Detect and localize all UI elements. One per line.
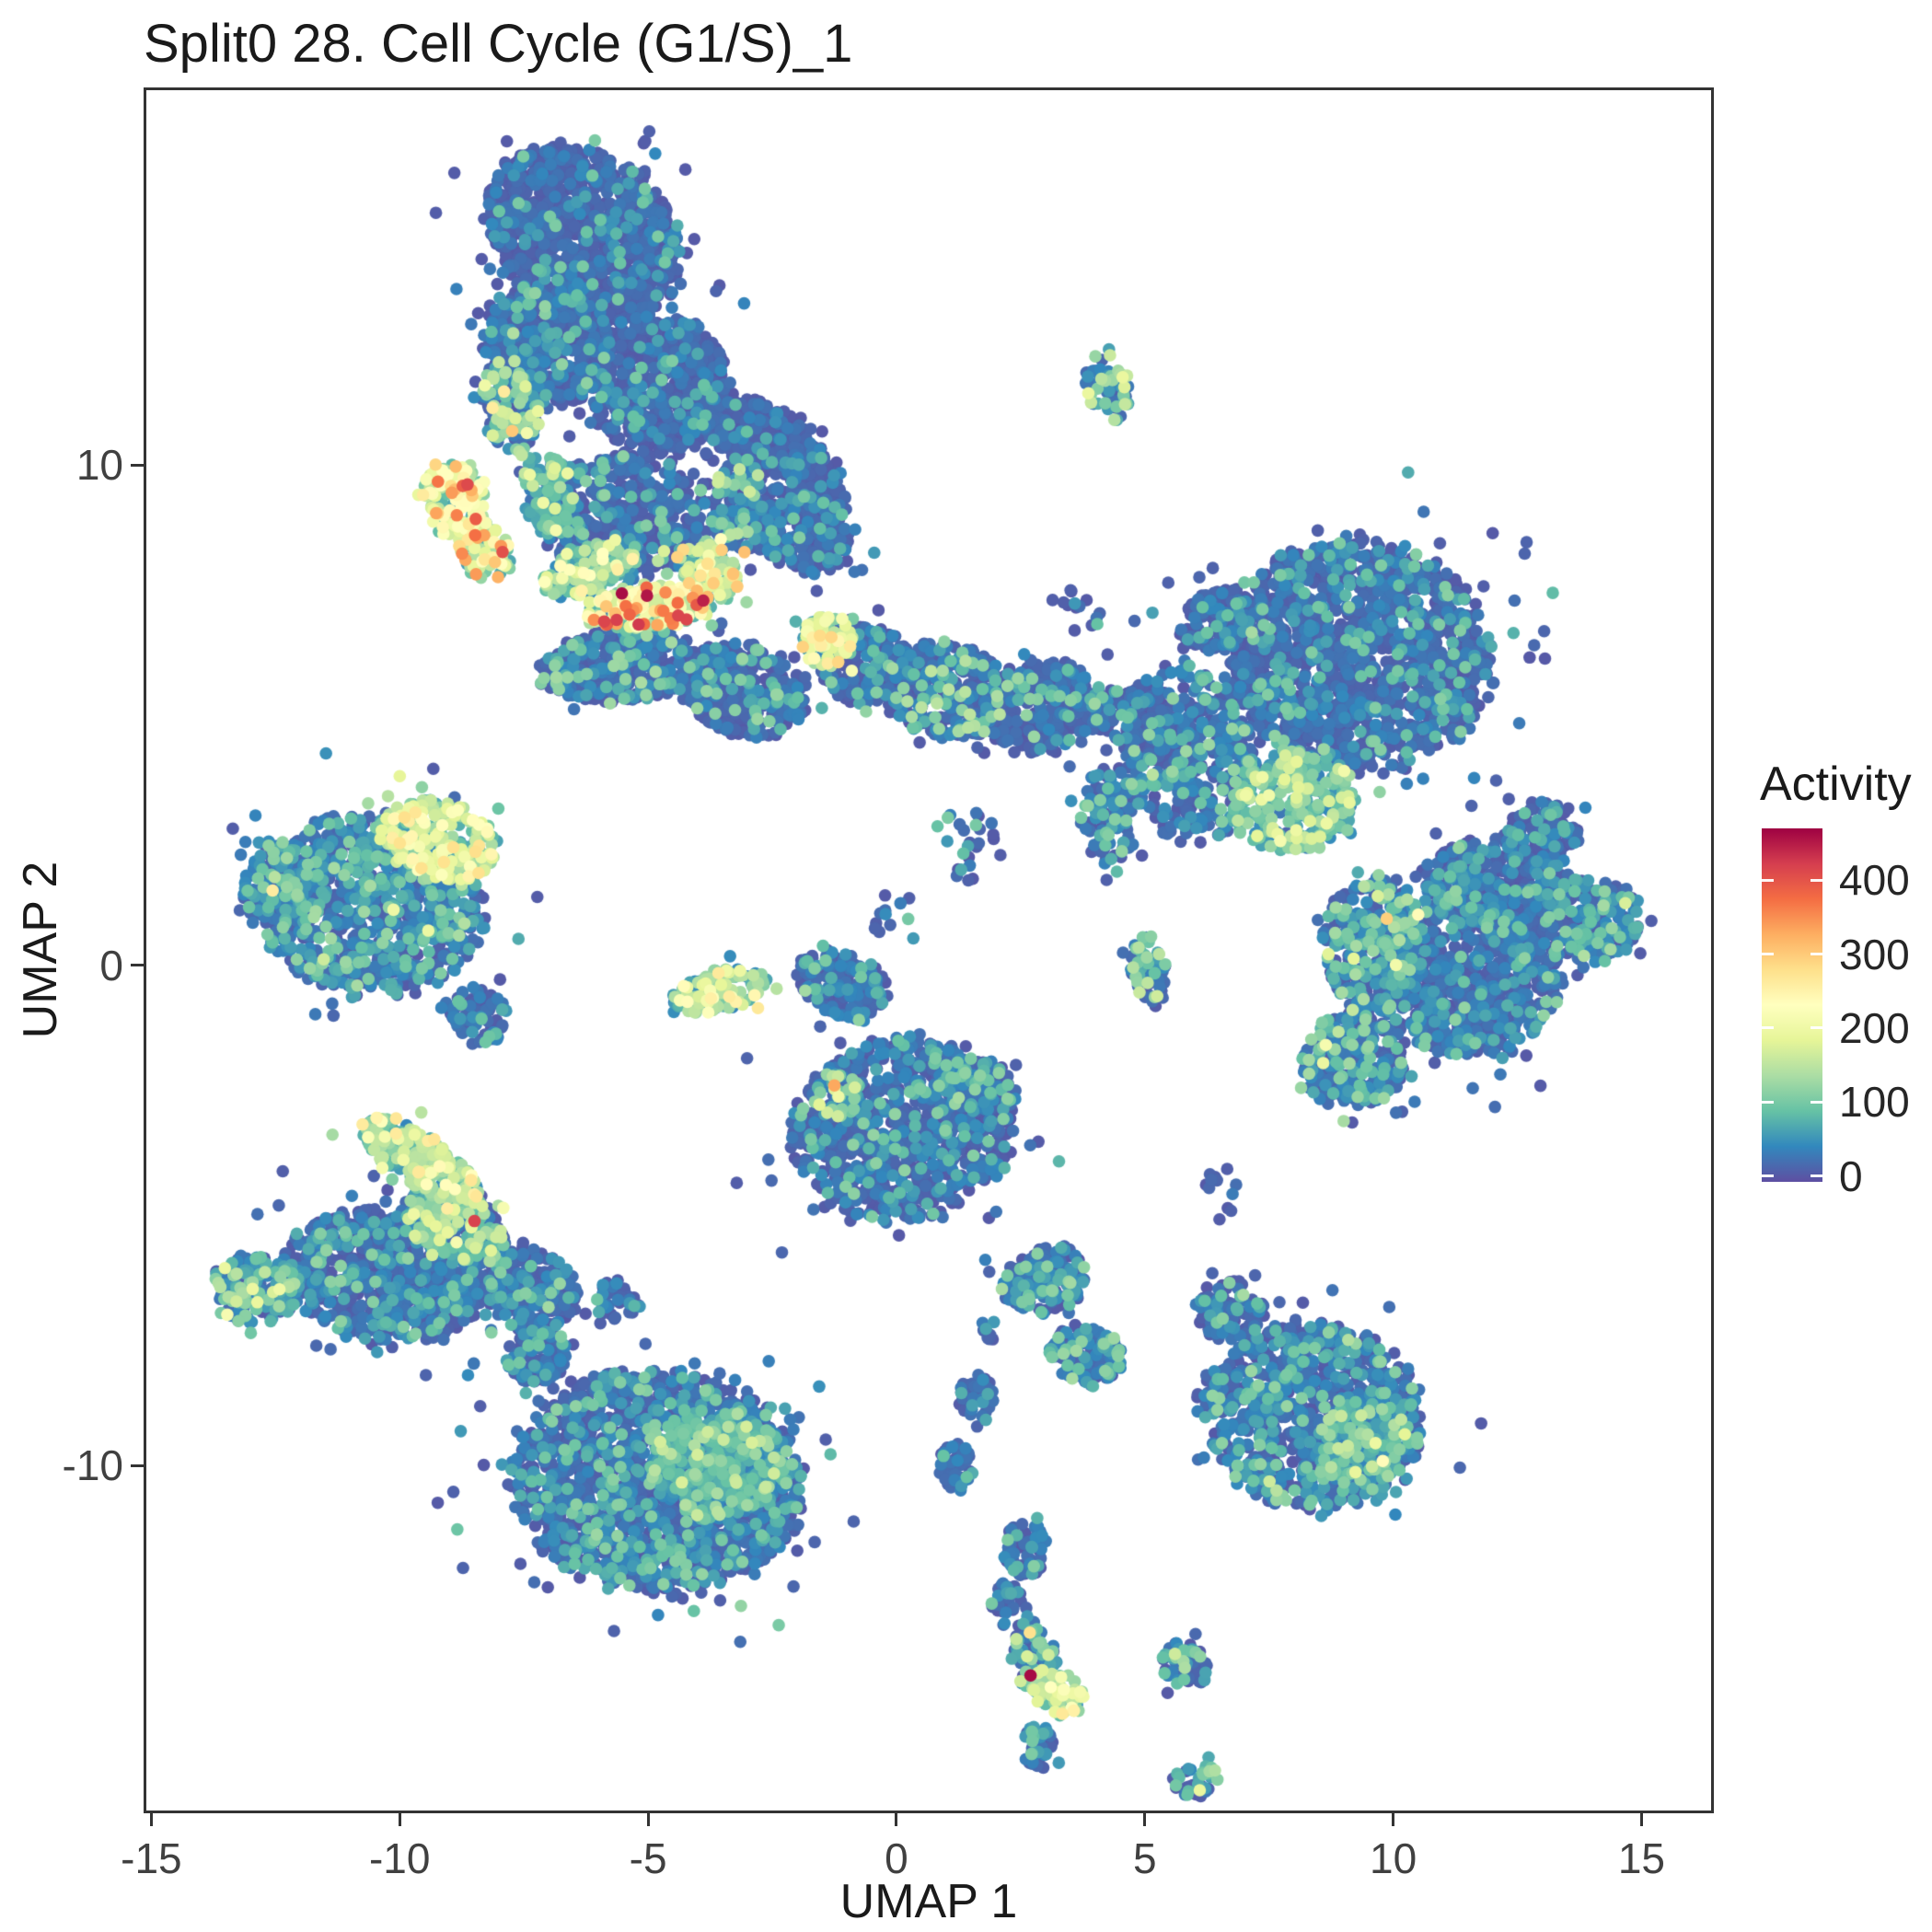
y-tick-mark [131,1463,144,1467]
y-tick-label: -10 [62,1441,123,1490]
x-tick-mark [1143,1813,1147,1826]
x-tick-mark [895,1813,898,1826]
legend-tick-mark [1811,1174,1822,1178]
x-tick-mark [646,1813,650,1826]
legend-tick-mark [1762,953,1774,956]
legend-tick-label: 400 [1839,856,1910,905]
legend-tick-mark [1811,1100,1822,1104]
x-axis-title: UMAP 1 [839,1875,1018,1928]
y-tick-label: 10 [75,441,123,490]
legend-title: Activity [1760,758,1912,811]
legend-tick-mark [1811,953,1822,956]
x-tick-mark [1639,1813,1643,1826]
y-tick-mark [131,463,144,467]
legend-tick-label: 200 [1839,1003,1910,1052]
plot-title: Split0 28. Cell Cycle (G1/S)_1 [144,14,853,74]
x-tick-mark [149,1813,153,1826]
y-axis-title: UMAP 2 [14,861,67,1039]
legend-tick-mark [1811,1026,1822,1030]
y-tick-mark [131,964,144,967]
legend-tick-mark [1762,1026,1774,1030]
legend-tick-label: 300 [1839,930,1910,978]
x-tick-mark [1392,1813,1395,1826]
plot-panel [144,87,1714,1813]
legend-colorbar [1762,828,1822,1182]
umap-scatter-canvas [146,90,1711,1811]
legend: Activity 0 100 200 300 400 [1760,757,1931,1217]
legend-tick-label: 0 [1839,1151,1863,1200]
legend-tick-mark [1762,1174,1774,1178]
legend-tick-mark [1762,1100,1774,1104]
legend-tick-mark [1811,878,1822,882]
legend-tick-mark [1762,878,1774,882]
x-tick-mark [398,1813,401,1826]
legend-tick-label: 100 [1839,1078,1910,1127]
